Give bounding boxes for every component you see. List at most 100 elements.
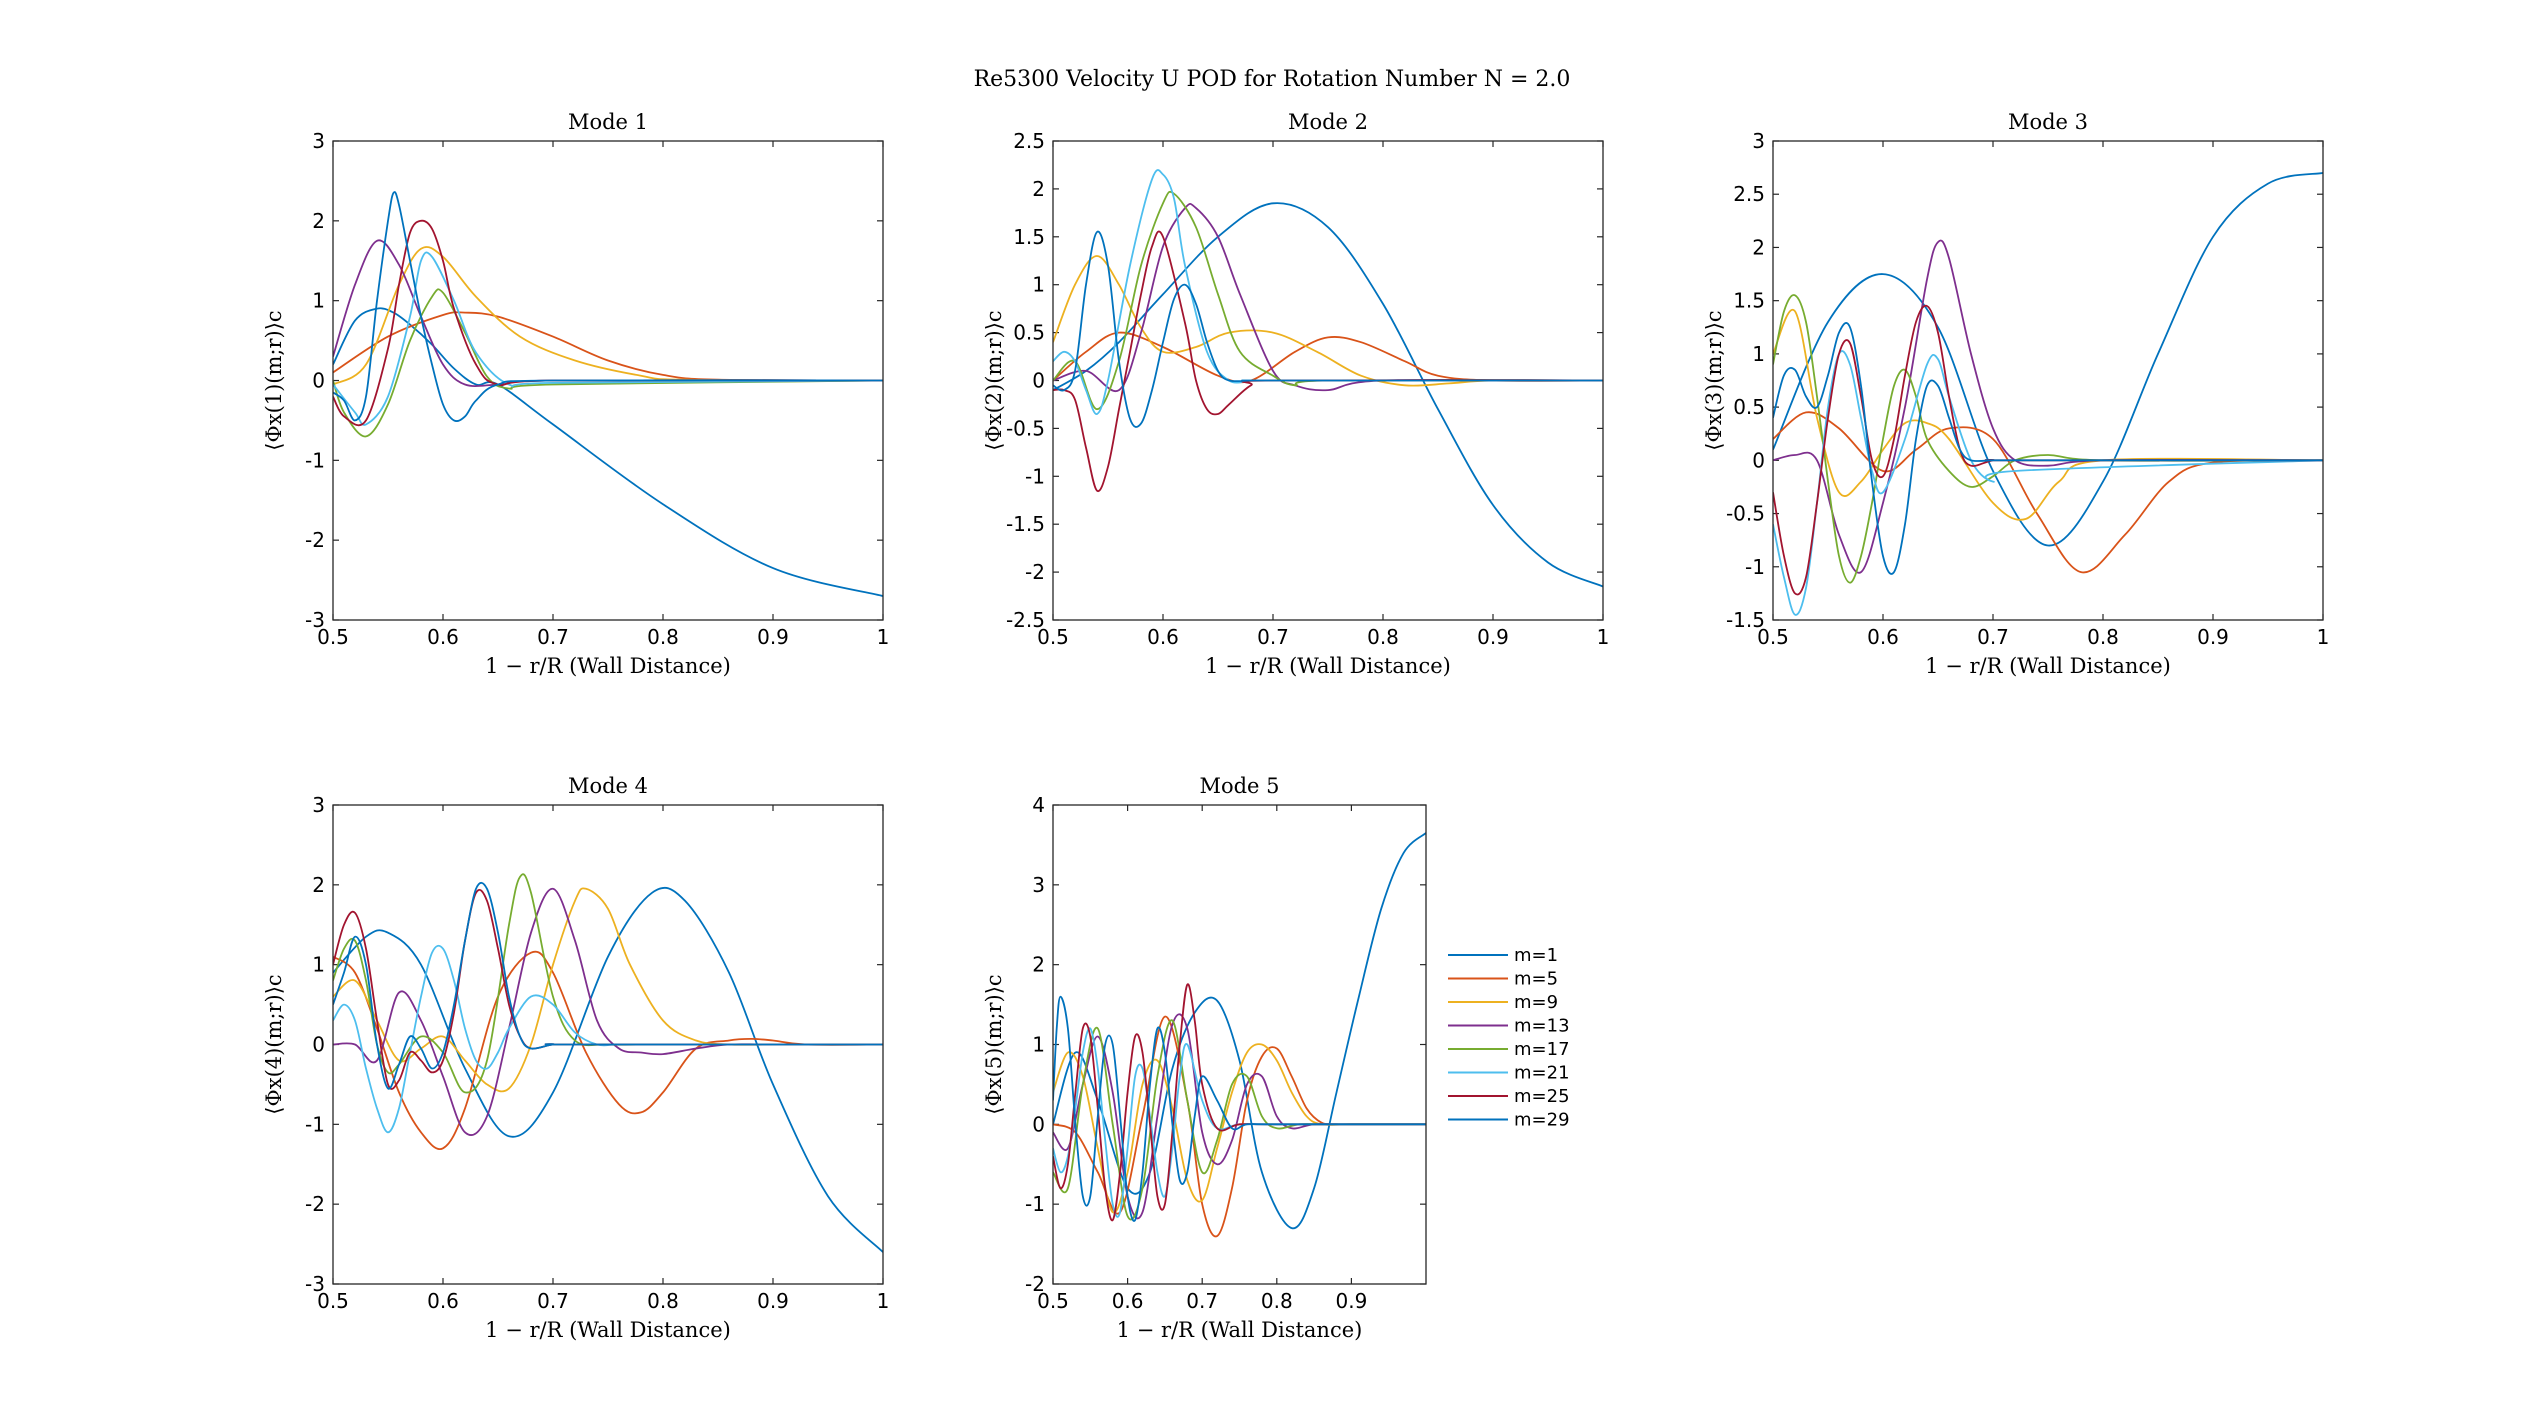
y-tick-label: 2 bbox=[1752, 235, 1765, 259]
y-tick-label: 1 bbox=[1032, 1033, 1045, 1057]
axes-box bbox=[1772, 140, 2324, 621]
y-axis-label: ⟨Φx(5)(m;r)⟩c bbox=[982, 974, 1006, 1114]
panel-title: Mode 5 bbox=[1199, 774, 1279, 798]
series-line-m=5 bbox=[1053, 1015, 1426, 1238]
subplot-mode-3: Mode 3 0.5 0.6 0.7 0.8 0.9 1 3 2.5 2 1.5 1 0.5 0 -0.5 -… bbox=[1702, 110, 2329, 678]
x-axis-label: 1 − r/R (Wall Distance) bbox=[1117, 1318, 1363, 1342]
panel-title: Mode 3 bbox=[2008, 110, 2088, 134]
legend-entry: m=29 bbox=[1514, 1110, 1570, 1131]
y-tick-label: -0.5 bbox=[1006, 416, 1045, 440]
axes-box bbox=[1052, 804, 1427, 1285]
y-tick-label: 2 bbox=[1032, 953, 1045, 977]
y-tick-label: -1 bbox=[1025, 1192, 1045, 1216]
series-group bbox=[1053, 832, 1426, 1238]
series-line-m=17 bbox=[333, 288, 883, 438]
x-tick-label: 0.7 bbox=[1257, 625, 1289, 649]
legend-entry: m=25 bbox=[1514, 1086, 1570, 1107]
x-tick-label: 0.6 bbox=[1147, 625, 1179, 649]
subplot-mode-5: Mode 5 0.5 0.6 0.7 0.8 0.9 4 3 2 1 0 -1 -2 1 − r/R (W… bbox=[982, 774, 1427, 1342]
series-line-m=1 bbox=[1773, 172, 2323, 547]
x-tick-label: 0.7 bbox=[1186, 1289, 1218, 1313]
x-tick-label: 0.5 bbox=[317, 1289, 349, 1313]
x-axis-label: 1 − r/R (Wall Distance) bbox=[485, 654, 731, 678]
axes-box bbox=[332, 140, 884, 621]
x-tick-label: 0.9 bbox=[2197, 625, 2229, 649]
y-tick-label: -1 bbox=[305, 448, 325, 472]
y-tick-label: 0 bbox=[1032, 369, 1045, 393]
y-tick-label: -1 bbox=[1025, 464, 1045, 488]
y-tick-label: -2 bbox=[1025, 1272, 1045, 1296]
x-tick-label: 0.5 bbox=[317, 625, 349, 649]
series-line-m=1 bbox=[333, 307, 883, 597]
y-tick-label: 0 bbox=[312, 1033, 325, 1057]
series-line-m=5 bbox=[1053, 331, 1603, 384]
y-tick-label: 1 bbox=[1752, 342, 1765, 366]
panel-title: Mode 2 bbox=[1288, 110, 1368, 134]
axes-box bbox=[1052, 140, 1604, 621]
series-line-m=29 bbox=[333, 881, 883, 1090]
y-tick-label: -2.5 bbox=[1006, 608, 1045, 632]
x-tick-label: 0.6 bbox=[427, 1289, 459, 1313]
y-tick-label: -2 bbox=[305, 528, 325, 552]
series-line-m=25 bbox=[1773, 304, 2323, 596]
y-tick-label: -2 bbox=[305, 1192, 325, 1216]
y-tick-label: 2 bbox=[312, 873, 325, 897]
y-tick-label: 4 bbox=[1032, 793, 1045, 817]
y-tick-label: 0 bbox=[1032, 1112, 1045, 1136]
subplot-mode-2: Mode 2 0.5 0.6 0.7 0.8 0.9 1 2.5 2 1.5 1 0.5 0 -0.5 -1… bbox=[982, 110, 1609, 678]
y-tick-label: 1 bbox=[1032, 273, 1045, 297]
x-tick-label: 0.9 bbox=[757, 625, 789, 649]
legend-entry: m=13 bbox=[1514, 1016, 1570, 1037]
series-line-m=17 bbox=[1053, 1019, 1426, 1221]
y-tick-label: -3 bbox=[305, 608, 325, 632]
legend-entry: m=17 bbox=[1514, 1039, 1570, 1060]
x-axis-label: 1 − r/R (Wall Distance) bbox=[1925, 654, 2171, 678]
y-tick-label: -1 bbox=[305, 1112, 325, 1136]
y-tick-label: 1.5 bbox=[1013, 225, 1045, 249]
legend-entry: m=5 bbox=[1514, 969, 1558, 990]
x-tick-label: 0.9 bbox=[1477, 625, 1509, 649]
axes-box bbox=[332, 804, 884, 1285]
y-tick-label: -1.5 bbox=[1006, 512, 1045, 536]
y-axis-label: ⟨Φx(1)(m;r)⟩c bbox=[262, 310, 286, 450]
legend-entry: m=21 bbox=[1514, 1063, 1570, 1084]
x-tick-label: 0.5 bbox=[1757, 625, 1789, 649]
series-line-m=9 bbox=[333, 887, 883, 1093]
y-tick-label: 1 bbox=[312, 289, 325, 313]
x-tick-label: 0.7 bbox=[537, 625, 569, 649]
x-axis-label: 1 − r/R (Wall Distance) bbox=[485, 1318, 731, 1342]
series-line-m=5 bbox=[1773, 411, 2323, 574]
series-line-m=29 bbox=[333, 191, 883, 422]
subplots: Mode 1 0.5 0.6 0.7 0.8 0.9 1 3 2 1 0 -1 -2 -3 1 − r/R … bbox=[262, 110, 2329, 1342]
y-axis-label: ⟨Φx(2)(m;r)⟩c bbox=[982, 310, 1006, 450]
y-tick-label: 0 bbox=[1752, 448, 1765, 472]
x-tick-label: 0.8 bbox=[2087, 625, 2119, 649]
x-tick-label: 0.7 bbox=[537, 1289, 569, 1313]
y-tick-label: 0 bbox=[312, 369, 325, 393]
series-group bbox=[1773, 172, 2323, 616]
y-tick-label: -3 bbox=[305, 1272, 325, 1296]
x-tick-label: 1 bbox=[877, 625, 890, 649]
series-group bbox=[1053, 169, 1603, 588]
x-tick-label: 0.8 bbox=[647, 625, 679, 649]
series-line-m=21 bbox=[1773, 350, 2323, 616]
series-line-m=13 bbox=[1053, 203, 1603, 393]
x-tick-label: 0.5 bbox=[1037, 1289, 1069, 1313]
series-line-m=21 bbox=[1053, 1027, 1426, 1218]
series-line-m=25 bbox=[1053, 230, 1603, 493]
figure-title: Re5300 Velocity U POD for Rotation Numbe… bbox=[974, 67, 1571, 92]
series-line-m=21 bbox=[333, 251, 883, 426]
subplot-mode-4: Mode 4 0.5 0.6 0.7 0.8 0.9 1 3 2 1 0 -1 -2 -3 1 − r/R … bbox=[262, 774, 889, 1342]
series-line-m=25 bbox=[1053, 983, 1426, 1222]
y-tick-label: -1 bbox=[1745, 555, 1765, 579]
x-tick-label: 0.6 bbox=[1112, 1289, 1144, 1313]
x-tick-label: 0.8 bbox=[1261, 1289, 1293, 1313]
y-tick-label: 3 bbox=[1752, 129, 1765, 153]
x-tick-label: 1 bbox=[877, 1289, 890, 1313]
series-line-m=29 bbox=[1053, 995, 1426, 1222]
series-line-m=9 bbox=[1053, 1043, 1426, 1214]
y-tick-label: -1.5 bbox=[1726, 608, 1765, 632]
y-axis-label: ⟨Φx(4)(m;r)⟩c bbox=[262, 974, 286, 1114]
y-tick-label: 2 bbox=[312, 209, 325, 233]
